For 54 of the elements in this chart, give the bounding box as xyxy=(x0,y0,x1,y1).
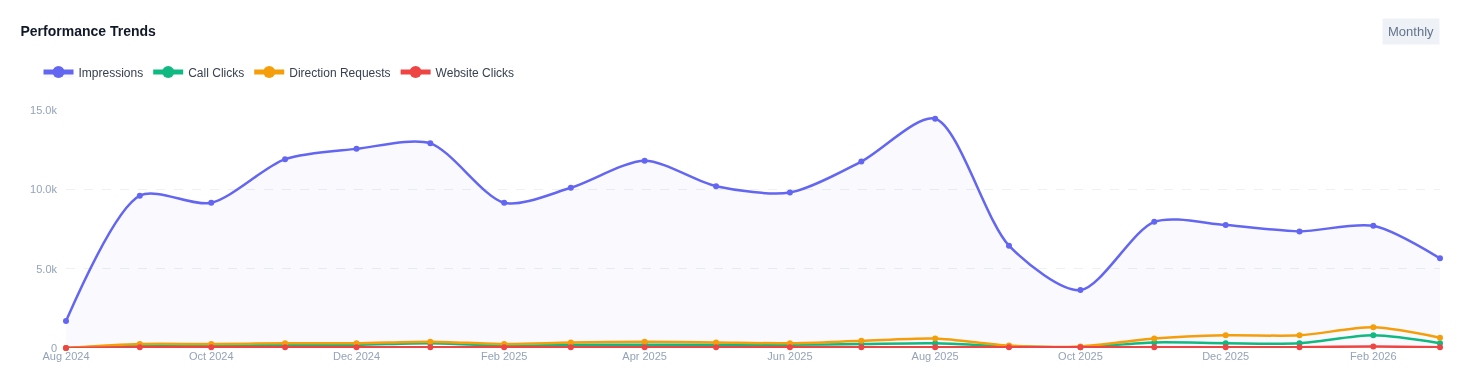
x-tick-label: Jun 2025 xyxy=(767,350,813,362)
y-tick-label: 10.0k xyxy=(30,183,58,196)
point xyxy=(353,145,360,152)
x-tick-label: Feb 2026 xyxy=(1350,350,1397,362)
point xyxy=(1437,344,1443,351)
y-tick-label: 15.0k xyxy=(30,103,58,116)
point xyxy=(1296,332,1303,339)
point xyxy=(1005,242,1012,249)
y-tick-label: 5.0k xyxy=(36,262,58,275)
point xyxy=(1370,343,1377,350)
point xyxy=(1296,228,1303,235)
text: Monthly xyxy=(1388,24,1435,39)
point xyxy=(1222,344,1229,351)
point xyxy=(567,184,574,191)
point xyxy=(713,183,720,190)
point xyxy=(282,156,289,163)
x-tick-label: Dec 2025 xyxy=(1202,350,1250,362)
point xyxy=(858,337,865,344)
point xyxy=(1222,222,1229,229)
point xyxy=(932,335,939,342)
point xyxy=(1296,344,1303,351)
legend-label: Call Clicks xyxy=(188,65,245,80)
point xyxy=(208,199,215,206)
legend-label: Direction Requests xyxy=(289,65,391,80)
point xyxy=(427,140,434,147)
point xyxy=(1077,287,1084,294)
legend-label: Website Clicks xyxy=(435,65,515,80)
x-tick-label: Oct 2025 xyxy=(1058,350,1103,362)
x-tick-label: Dec 2024 xyxy=(332,350,381,362)
point xyxy=(1151,335,1158,342)
x-tick-label: Oct 2024 xyxy=(188,350,234,362)
point xyxy=(427,344,434,351)
point xyxy=(641,157,648,164)
point xyxy=(1151,344,1158,351)
y-tick-label: 0 xyxy=(50,341,57,354)
point xyxy=(1370,332,1377,339)
x-tick-label: Aug 2025 xyxy=(911,350,959,362)
point xyxy=(1437,255,1443,262)
point xyxy=(1370,222,1377,229)
point xyxy=(932,115,939,122)
point xyxy=(786,189,793,196)
x-tick-label: Apr 2025 xyxy=(622,350,667,362)
point xyxy=(136,192,143,199)
point xyxy=(501,199,508,206)
point xyxy=(858,158,865,165)
point xyxy=(932,344,939,351)
chart-title: Performance Trends xyxy=(20,23,157,40)
x-tick-label: Feb 2025 xyxy=(480,350,528,362)
point xyxy=(1370,324,1377,331)
point xyxy=(63,318,69,325)
legend-label: Impressions xyxy=(78,65,144,80)
point xyxy=(1151,218,1158,225)
point xyxy=(1222,332,1229,339)
point xyxy=(1437,334,1443,341)
